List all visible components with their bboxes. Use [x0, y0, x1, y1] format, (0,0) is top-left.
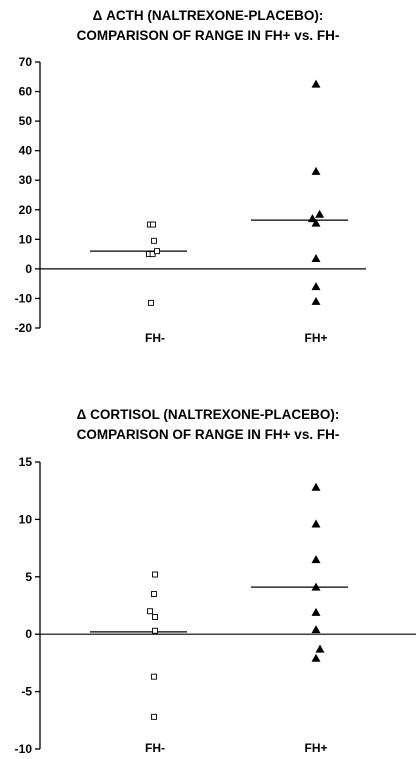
cortisol-data-point-fh-plus — [315, 644, 325, 653]
cortisol-y-tick-label: -5 — [21, 685, 32, 699]
cortisol-data-point-fh-plus — [311, 555, 321, 564]
cortisol-y-tick-label: 5 — [25, 570, 32, 584]
cortisol-y-tick-label: -10 — [15, 742, 33, 756]
cortisol-y-tick-label: 0 — [25, 627, 32, 641]
cortisol-category-label-fh-plus: FH+ — [304, 741, 327, 755]
acth-y-tick-label: 70 — [19, 55, 33, 69]
cortisol-plot-area: -10 -5 0 5 10 15 FH- FH+ — [15, 455, 416, 756]
acth-data-point-fh-plus — [311, 282, 321, 291]
acth-y-tick-label: -10 — [15, 291, 33, 305]
cortisol-data-point-fh-plus — [311, 653, 321, 662]
acth-data-point-fh-plus — [307, 214, 317, 223]
acth-y-tick-label: 0 — [25, 262, 32, 276]
acth-data-point-fh-plus — [311, 296, 321, 305]
acth-y-tick-label: -20 — [15, 321, 33, 335]
acth-y-tick-label: 60 — [19, 85, 33, 99]
acth-data-point-fh-minus — [154, 248, 160, 255]
acth-chart-title-line2: COMPARISON OF RANGE IN FH+ vs. FH- — [77, 28, 340, 43]
acth-data-point-fh-plus — [311, 79, 321, 88]
cortisol-data-point-fh-minus — [151, 713, 157, 720]
acth-y-tick-label: 30 — [19, 173, 33, 187]
cortisol-data-point-fh-minus — [152, 627, 158, 634]
cortisol-data-point-fh-plus — [311, 625, 321, 634]
cortisol-data-point-fh-plus — [311, 519, 321, 528]
acth-chart-title-line1: Δ ACTH (NALTREXONE-PLACEBO): — [93, 8, 324, 23]
acth-data-point-fh-plus — [311, 254, 321, 263]
acth-chart: Δ ACTH (NALTREXONE-PLACEBO): COMPARISON … — [15, 8, 366, 345]
cortisol-data-point-fh-plus — [311, 582, 321, 591]
acth-data-point-fh-plus — [311, 218, 321, 227]
cortisol-data-point-fh-minus — [152, 571, 158, 578]
cortisol-data-point-fh-minus — [152, 614, 158, 620]
cortisol-data-point-fh-plus — [311, 607, 321, 616]
cortisol-chart: Δ CORTISOL (NALTREXONE-PLACEBO): COMPARI… — [15, 407, 416, 756]
acth-data-point-fh-plus — [315, 209, 325, 218]
cortisol-data-point-fh-minus — [147, 608, 153, 615]
acth-category-label-fh-minus: FH- — [145, 331, 165, 345]
acth-data-point-fh-minus — [148, 299, 154, 306]
acth-y-tick-label: 40 — [19, 144, 33, 158]
acth-data-point-fh-plus — [311, 166, 321, 175]
acth-data-point-fh-minus — [150, 221, 156, 228]
cortisol-data-point-fh-minus — [151, 591, 157, 597]
cortisol-category-label-fh-minus: FH- — [145, 741, 165, 755]
cortisol-data-point-fh-plus — [311, 482, 321, 491]
acth-category-label-fh-plus: FH+ — [304, 331, 327, 345]
cortisol-chart-title-line1: Δ CORTISOL (NALTREXONE-PLACEBO): — [77, 407, 340, 422]
cortisol-y-tick-label: 15 — [19, 455, 33, 469]
acth-plot-area: -20 -10 0 10 20 30 40 50 60 70 FH- FH+ — [15, 55, 366, 345]
cortisol-data-point-fh-minus — [151, 673, 157, 680]
acth-y-tick-label: 10 — [19, 232, 33, 246]
cortisol-chart-title-line2: COMPARISON OF RANGE IN FH+ vs. FH- — [77, 427, 340, 442]
acth-y-tick-label: 20 — [19, 203, 33, 217]
cortisol-y-tick-label: 10 — [19, 512, 33, 526]
acth-y-tick-label: 50 — [19, 114, 33, 128]
acth-data-point-fh-minus — [149, 251, 156, 258]
acth-data-point-fh-minus — [151, 237, 157, 244]
